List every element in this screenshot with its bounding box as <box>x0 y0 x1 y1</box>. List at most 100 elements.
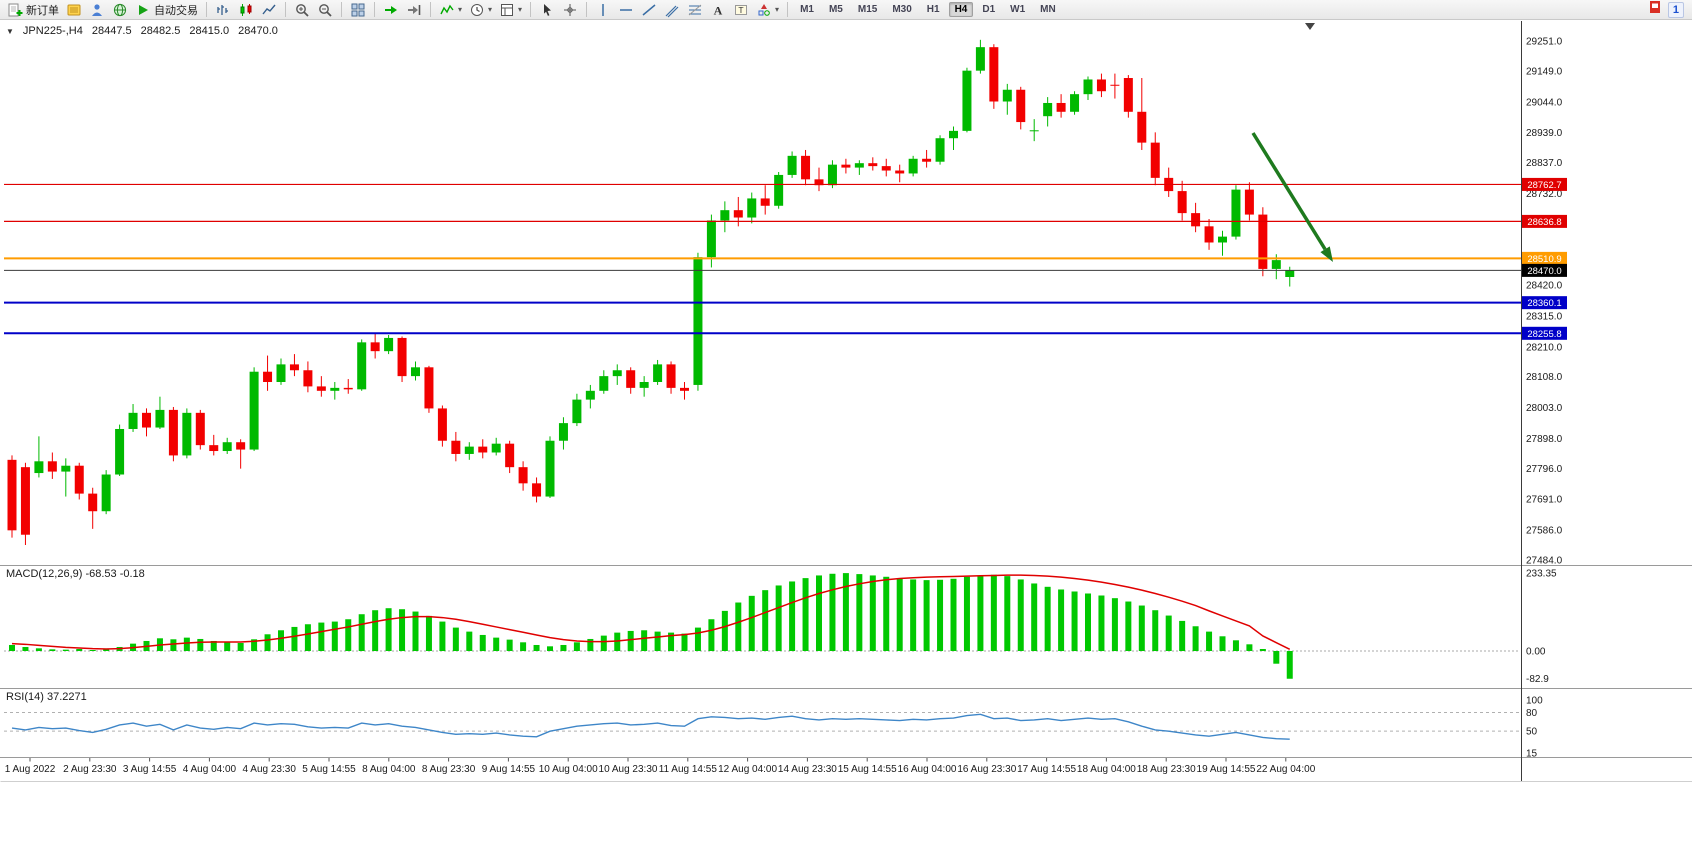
horizontal-line-button[interactable] <box>615 0 637 20</box>
timeframe-h1-button[interactable]: H1 <box>926 4 940 15</box>
chevron-down-icon[interactable]: ▾ <box>488 4 493 14</box>
chart-shift-marker[interactable] <box>1305 23 1315 30</box>
navigator-icon <box>89 2 105 18</box>
candle-body <box>908 158 918 174</box>
candle-body <box>168 409 178 456</box>
timeframe-h4-button[interactable]: H4 <box>948 2 974 17</box>
macd-histogram-bar <box>1192 626 1199 651</box>
templates-button[interactable]: ▾ <box>496 0 525 20</box>
alert-icon[interactable] <box>1647 0 1663 20</box>
price-axis-label: 28837.0 <box>1526 158 1563 169</box>
time-axis-label: 18 Aug 23:30 <box>1137 764 1196 775</box>
arrows-button[interactable]: ▾ <box>753 0 782 20</box>
chart-shift-button[interactable] <box>403 0 425 20</box>
macd-histogram-bar <box>547 646 553 651</box>
oneclick-collapse-icon[interactable]: ▼ <box>6 26 14 36</box>
vertical-line-button[interactable] <box>592 0 614 20</box>
candle-body <box>47 461 57 472</box>
text-label-button[interactable]: T <box>730 0 752 20</box>
macd-histogram-bar <box>9 644 15 651</box>
candle-body <box>666 364 676 388</box>
macd-axis-label: -82.9 <box>1526 674 1549 685</box>
macd-histogram-bar <box>1044 586 1051 651</box>
autotrading-button[interactable]: 自动交易 <box>132 0 201 20</box>
price-axis-label: 27898.0 <box>1526 434 1563 445</box>
macd-histogram-bar <box>76 648 83 651</box>
time-axis-label: 15 Aug 14:55 <box>838 764 897 775</box>
window-count-badge[interactable]: 1 <box>1667 1 1684 18</box>
macd-histogram-bar <box>923 580 930 651</box>
macd-histogram-bar <box>533 644 540 651</box>
candle-body <box>1191 213 1201 227</box>
candle-body <box>1070 94 1080 112</box>
crosshair-button[interactable] <box>559 0 581 20</box>
macd-histogram-bar <box>345 619 352 651</box>
timeframe-w1-button[interactable]: W1 <box>1010 4 1026 15</box>
candle-body <box>330 387 340 391</box>
macd-histogram-bar <box>654 631 661 651</box>
macd-histogram-bar <box>22 646 29 651</box>
candle-body <box>1218 236 1227 243</box>
candle-body <box>384 337 394 352</box>
macd-histogram-bar <box>399 609 406 651</box>
market-watch-button[interactable] <box>63 0 85 20</box>
candle-body <box>868 163 878 167</box>
macd-signal-line <box>11 574 1291 651</box>
macd-histogram-bar <box>1017 579 1024 651</box>
trend-arrow-head[interactable] <box>1320 246 1333 262</box>
timeframe-m15-button[interactable]: M15 <box>857 4 878 15</box>
line-chart-button[interactable] <box>258 0 280 20</box>
chevron-down-icon[interactable]: ▾ <box>458 4 463 14</box>
chevron-down-icon[interactable]: ▾ <box>518 4 523 14</box>
cursor-button[interactable] <box>536 0 558 20</box>
equidistant-channel-button[interactable] <box>661 0 683 20</box>
candle-body <box>962 70 972 131</box>
candle-body <box>1043 102 1053 117</box>
price-level-badge <box>1522 214 1567 228</box>
macd-histogram-bar <box>62 649 69 651</box>
crosshair-icon <box>562 2 578 18</box>
price-axis-label: 28939.0 <box>1526 128 1563 139</box>
time-axis-label: 8 Aug 04:00 <box>362 764 416 775</box>
candle-body <box>437 408 447 441</box>
macd-histogram-bar <box>358 614 365 651</box>
trendline-button[interactable] <box>638 0 660 20</box>
navigator-button[interactable] <box>86 0 108 20</box>
macd-histogram-bar <box>224 642 231 651</box>
terminal-button[interactable] <box>109 0 131 20</box>
time-axis-label: 16 Aug 23:30 <box>957 764 1016 775</box>
macd-histogram-bar <box>587 638 594 651</box>
auto-scroll-button[interactable] <box>380 0 402 20</box>
macd-histogram-bar <box>668 632 675 651</box>
timeframe-m1-button[interactable]: M1 <box>800 4 814 15</box>
periods-button[interactable]: ▾ <box>466 0 495 20</box>
chevron-down-icon[interactable]: ▾ <box>775 4 780 14</box>
candle-body <box>464 446 474 454</box>
zoom-in-button[interactable] <box>291 0 313 20</box>
timeframe-d1-button[interactable]: D1 <box>982 4 996 15</box>
bar-chart-button[interactable] <box>212 0 234 20</box>
trend-arrow-line[interactable] <box>1251 132 1327 251</box>
rsi-axis-label: 100 <box>1526 696 1543 707</box>
timeframe-m30-button[interactable]: M30 <box>892 4 912 15</box>
indicators-button[interactable]: ▾ <box>436 0 465 20</box>
price-axis-label: 29251.0 <box>1526 37 1563 48</box>
timeframe-m5-button[interactable]: M5 <box>828 4 843 15</box>
timeframe-mn-button[interactable]: MN <box>1040 4 1056 15</box>
fibonacci-button[interactable] <box>684 0 706 20</box>
macd-histogram-bar <box>627 630 634 651</box>
tile-windows-button[interactable] <box>347 0 369 20</box>
candlestick-chart-button[interactable] <box>235 0 257 20</box>
price-axis-label: 27796.0 <box>1526 464 1563 475</box>
new-order-button[interactable]: 新订单 <box>4 0 62 20</box>
candle-body <box>599 376 609 391</box>
terminal-icon <box>112 2 128 18</box>
text-button[interactable]: A <box>707 0 729 20</box>
price-level-badge <box>1522 177 1567 191</box>
candle-body <box>128 412 138 429</box>
zoom-out-button[interactable] <box>314 0 336 20</box>
time-axis-label: 12 Aug 04:00 <box>718 764 777 775</box>
cursor-icon <box>539 2 555 18</box>
